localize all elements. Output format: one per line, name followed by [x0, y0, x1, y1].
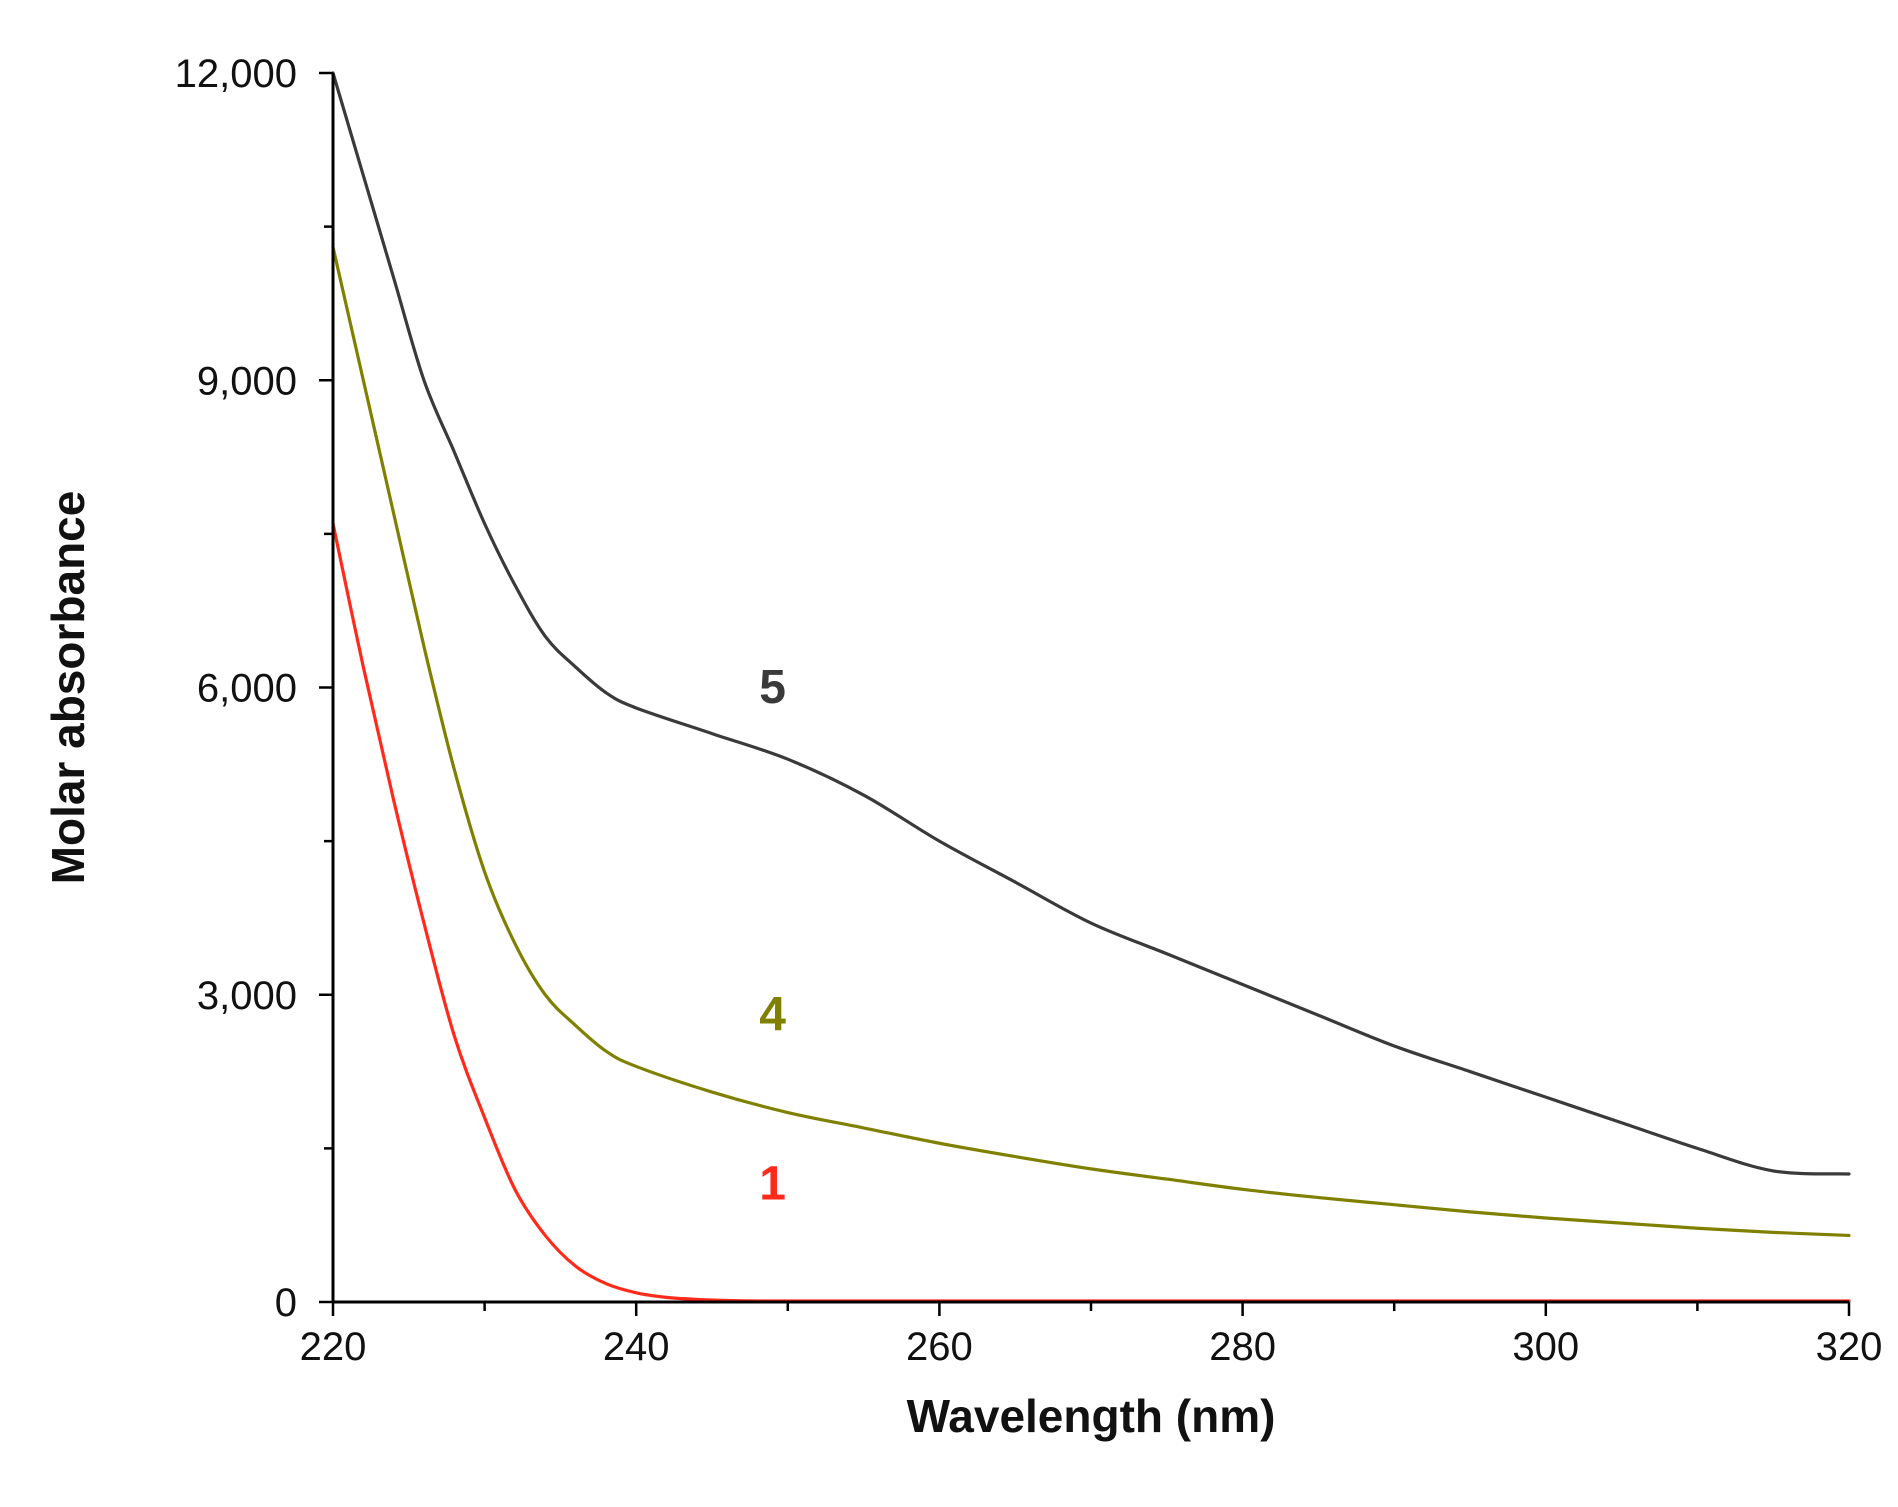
series-label-4: 4 [759, 989, 786, 1042]
series-line-1 [331, 522, 1851, 1303]
x-tick-label: 320 [1816, 1325, 1883, 1369]
x-tick-label: 220 [300, 1325, 367, 1369]
y-tick-label: 3,000 [197, 974, 297, 1018]
y-tick-label: 12,000 [175, 52, 297, 96]
x-tick-label: 280 [1209, 1325, 1276, 1369]
y-tick-label: 9,000 [197, 359, 297, 403]
series-label-5: 5 [759, 661, 786, 714]
y-axis-title: Molar absorbance [42, 491, 94, 885]
y-tick-label: 6,000 [197, 667, 297, 711]
ticks-layer: 220 240 260 280 300 320 0 3,000 6,000 9,000 12,000 [175, 52, 1883, 1369]
y-tick-label: 0 [275, 1281, 297, 1325]
series-label-1: 1 [759, 1158, 786, 1211]
series-labels-layer: 5 4 1 [759, 661, 786, 1211]
x-tick-label: 260 [906, 1325, 973, 1369]
series-line-4 [331, 245, 1851, 1238]
axes-layer [331, 73, 1849, 1304]
series-line-5 [331, 71, 1851, 1176]
x-tick-label: 240 [603, 1325, 670, 1369]
series-layer [331, 71, 1851, 1303]
x-tick-label: 300 [1512, 1325, 1579, 1369]
x-axis-title: Wavelength (nm) [907, 1390, 1276, 1442]
